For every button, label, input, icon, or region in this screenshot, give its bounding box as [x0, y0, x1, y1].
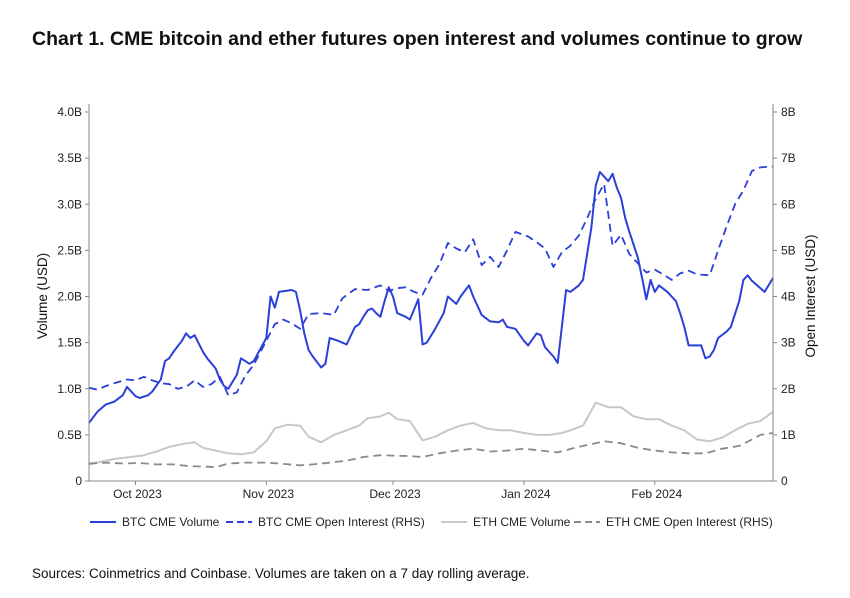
legend-label-btc-cme-volume: BTC CME Volume: [122, 515, 220, 529]
x-tick-label: Nov 2023: [243, 487, 295, 501]
y-tick-label: 3.0B: [57, 197, 82, 211]
y2-tick-label: 5B: [781, 243, 796, 257]
y-tick-label: 0: [75, 474, 82, 488]
y2-tick-label: 8B: [781, 105, 796, 119]
y2-tick-label: 6B: [781, 197, 796, 211]
y2-tick-label: 0: [781, 474, 788, 488]
x-tick-label: Feb 2024: [631, 487, 682, 501]
series-btc-cme-open-interest-rhs: [88, 165, 774, 397]
y2-tick-label: 1B: [781, 428, 796, 442]
y-tick-label: 4.0B: [57, 105, 82, 119]
y2-tick-label: 4B: [781, 290, 796, 304]
y2-tick-label: 3B: [781, 336, 796, 350]
series-eth-cme-open-interest-rhs: [88, 432, 774, 469]
y-axis-title: Volume (USD): [35, 253, 50, 339]
y-tick-label: 1.5B: [57, 336, 82, 350]
y-tick-label: 3.5B: [57, 151, 82, 165]
legend-label-btc-cme-open-interest-rhs: BTC CME Open Interest (RHS): [258, 515, 425, 529]
chart-title: Chart 1. CME bitcoin and ether futures o…: [32, 28, 803, 50]
y-tick-label: 0.5B: [57, 428, 82, 442]
legend: BTC CME Volume BTC CME Open Interest (RHS…: [90, 515, 773, 529]
y-tick-label: 2.5B: [57, 243, 82, 257]
series-lines: [88, 165, 774, 469]
y2-tick-label: 7B: [781, 151, 796, 165]
source-note: Sources: Coinmetrics and Coinbase. Volum…: [32, 566, 530, 581]
x-tick-label: Dec 2023: [369, 487, 421, 501]
series-eth-cme-volume: [88, 401, 774, 466]
y-tick-label: 1.0B: [57, 382, 82, 396]
legend-label-eth-cme-open-interest-rhs: ETH CME Open Interest (RHS): [606, 515, 773, 529]
legend-label-eth-cme-volume: ETH CME Volume: [473, 515, 571, 529]
right-axis-ticks: 0 1B 2B 3B 4B 5B 6B 7B 8B: [773, 105, 796, 488]
left-axis-ticks: 0 0.5B 1.0B 1.5B 2.0B 2.5B 3.0B 3.5B 4.0B: [57, 105, 89, 488]
y2-axis-title: Open Interest (USD): [803, 234, 818, 357]
x-axis-ticks: Oct 2023 Nov 2023 Dec 2023 Jan 2024 Feb 2024: [113, 481, 682, 501]
series-btc-cme-volume: [88, 171, 774, 424]
x-tick-label: Oct 2023: [113, 487, 162, 501]
y2-tick-label: 2B: [781, 382, 796, 396]
y-tick-label: 2.0B: [57, 290, 82, 304]
x-tick-label: Jan 2024: [501, 487, 551, 501]
